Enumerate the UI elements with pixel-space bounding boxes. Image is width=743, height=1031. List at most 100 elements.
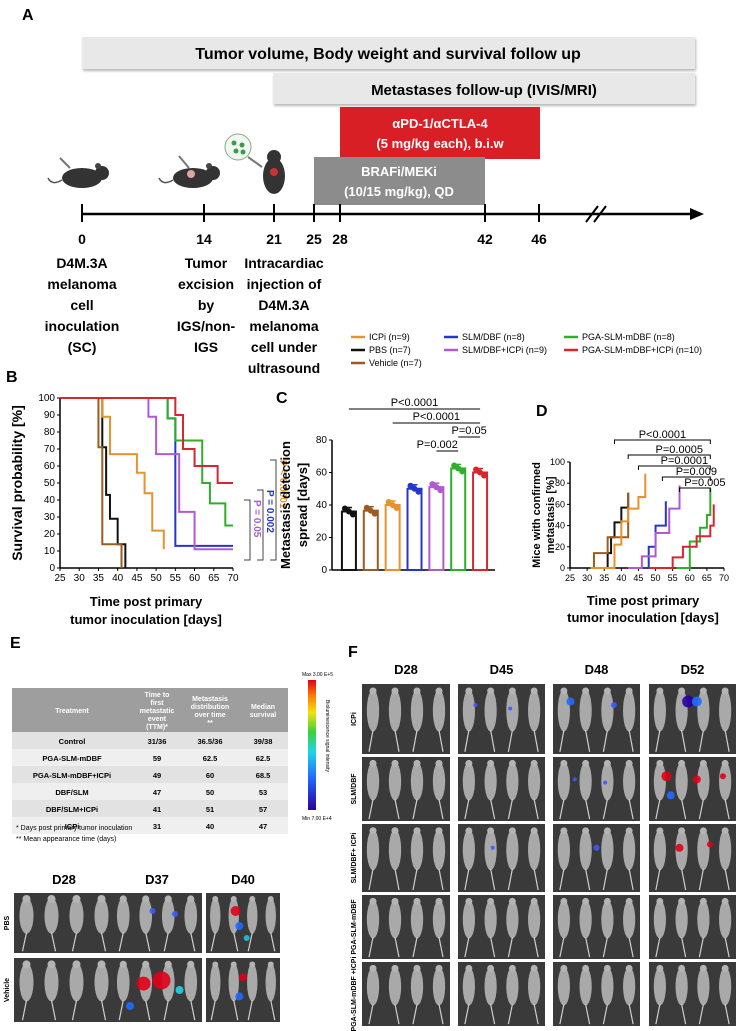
table-header-line: Treatment: [55, 708, 89, 715]
mouse-head: [487, 897, 495, 905]
timeline-tick-label: 21: [266, 231, 282, 247]
mouse-silhouette: [506, 967, 519, 1006]
mouse-silhouette: [719, 829, 732, 871]
mouse-silhouette: [579, 689, 592, 732]
timeline-event-line: Tumor: [185, 255, 228, 271]
mouse-silhouette: [557, 967, 570, 1006]
mouse-silhouette: [697, 689, 710, 732]
imaging-row-label: Vehicle: [4, 978, 11, 1002]
mouse-icon: [158, 155, 220, 188]
mouse-tail: [163, 1000, 169, 1021]
mouse-tail: [585, 799, 591, 820]
mouse-head: [465, 827, 473, 835]
data-point: [459, 468, 466, 475]
braf-treatment-bar: [314, 157, 485, 205]
mouse-tail: [464, 868, 470, 891]
mouse-head: [508, 827, 516, 835]
mouse-silhouette: [579, 829, 592, 871]
bioluminescence-signal: [172, 911, 178, 917]
mouse-silhouette: [94, 897, 109, 934]
table-header-line: (TTM)*: [146, 724, 168, 731]
mouse-tail: [21, 1000, 28, 1021]
mouse-head: [391, 687, 399, 695]
bar-4: [428, 486, 445, 571]
p-value-label: P=0.05: [452, 425, 487, 437]
mouse-tail: [368, 1004, 374, 1025]
table-cell: PGA-SLM-mDBF: [42, 754, 102, 763]
mouse-silhouette: [557, 762, 570, 801]
table-header-bg: [12, 688, 288, 732]
table-cell: 36.5/36: [197, 737, 222, 746]
mouse-head: [413, 897, 421, 905]
mouse-head: [721, 827, 729, 835]
mouse-tail: [655, 730, 661, 753]
timeline-break-marker: [585, 205, 607, 223]
mouse-silhouette: [623, 900, 636, 939]
imaging-day-label: D52: [681, 662, 705, 677]
timeline-event-line: IGS: [194, 339, 218, 355]
mouse-tail: [412, 799, 418, 820]
mouse-silhouette: [116, 963, 130, 1002]
mouse-head: [187, 960, 195, 969]
bioluminescence-signal: [175, 986, 184, 994]
mouse-silhouette: [366, 762, 380, 801]
mouse-tail: [602, 868, 608, 891]
mouse-head: [656, 897, 664, 905]
mouse-head: [230, 896, 237, 902]
bar-6: [472, 471, 489, 571]
mouse-head: [187, 895, 195, 903]
timeline-event-line: excision: [178, 276, 234, 292]
y-tick-label: 100: [550, 457, 565, 467]
bioluminescence-signal: [610, 702, 617, 708]
mouse-silhouette: [528, 967, 541, 1006]
series-line-0: [60, 397, 127, 568]
series-line-5: [60, 397, 233, 527]
bar-5: [450, 467, 467, 571]
mouse-head: [72, 960, 81, 969]
bioluminescence-signal: [719, 773, 726, 780]
series-line-6: [60, 397, 233, 484]
mouse-head: [230, 961, 237, 968]
series-line-5: [676, 488, 712, 569]
mouse-silhouette: [69, 897, 84, 934]
metastases-bar: [273, 73, 695, 104]
bioluminescence-signal: [243, 935, 250, 941]
mouse-head: [369, 827, 377, 835]
mouse-silhouette: [601, 900, 614, 939]
bioluminescence-signal: [706, 841, 713, 848]
mouse-silhouette: [432, 967, 446, 1006]
mouse-head: [487, 687, 495, 695]
mouse-silhouette: [579, 762, 592, 801]
table-header-line: Median: [251, 704, 275, 711]
mouse-tail: [585, 868, 591, 891]
imaging-row-label: PBS: [4, 915, 11, 930]
y-tick-label: 60: [316, 468, 328, 479]
timeline-event-line: inoculation: [45, 318, 120, 334]
mouse-tail: [681, 730, 687, 753]
table-cell: 39/38: [254, 737, 273, 746]
mouse-head: [625, 897, 633, 905]
mouse-silhouette: [388, 900, 402, 939]
timeline-tick-label: 25: [306, 231, 322, 247]
mouse-silhouette: [228, 963, 239, 1002]
mouse-silhouette: [623, 967, 636, 1006]
braf-bar-line2: (10/15 mg/kg), QD: [344, 184, 454, 199]
bioluminescence-signal: [239, 973, 247, 982]
mouse-silhouette: [697, 900, 710, 939]
mouse-tail: [464, 1004, 470, 1025]
mouse-head: [249, 896, 256, 902]
mouse-tail: [724, 1004, 730, 1025]
x-tick-label: 45: [131, 573, 143, 584]
mouse-head: [530, 897, 538, 905]
bar-3: [406, 487, 423, 571]
x-tick-label: 30: [582, 573, 592, 583]
mouse-head: [721, 964, 729, 972]
mouse-head: [435, 897, 443, 905]
p-value-label: P < 0.0001: [277, 460, 288, 509]
mouse-head: [435, 687, 443, 695]
mouse-head: [22, 895, 31, 903]
y-axis-label-line1: Metastasis detection: [278, 441, 293, 569]
imaging-day-label: D45: [490, 662, 514, 677]
timeline-tick-label: 0: [78, 231, 86, 247]
mouse-tail: [247, 1000, 253, 1021]
